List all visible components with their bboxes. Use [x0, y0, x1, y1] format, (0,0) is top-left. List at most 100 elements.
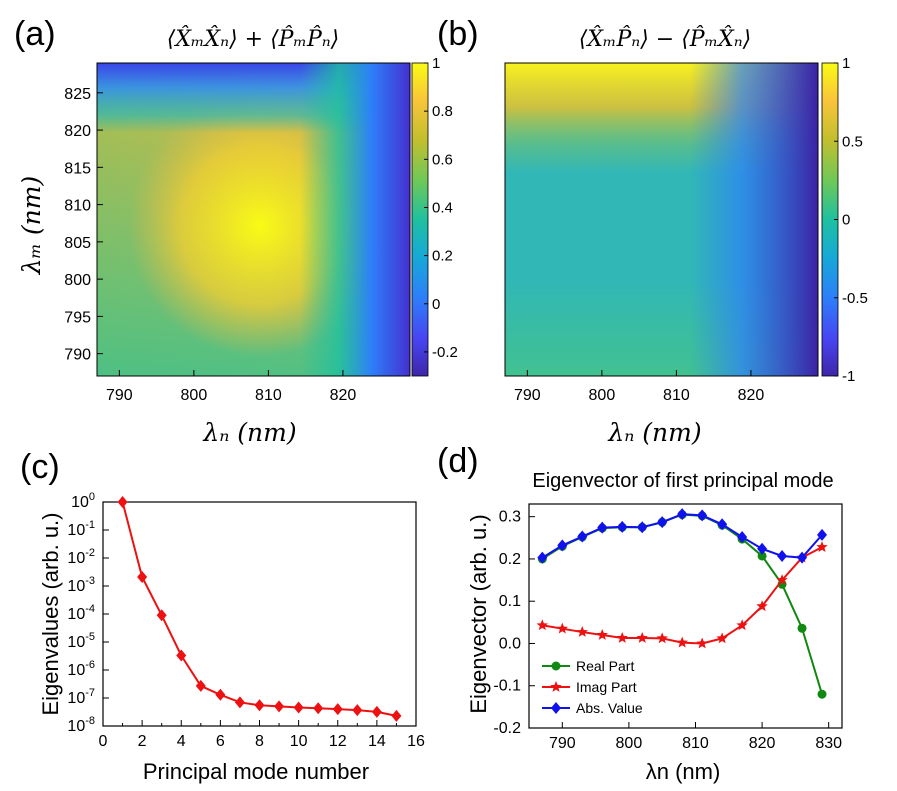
eigenvalue-point: [137, 570, 148, 583]
legend-label-real-part: Real Part: [576, 658, 634, 674]
panel-b: (b) ⟨X̂ₘP̂ₙ⟩ − ⟨P̂ₘX̂ₙ⟩ 790 800 810 820 1 0.…: [437, 15, 868, 447]
x-tick-label: 820: [738, 387, 765, 404]
colorbar-tick-label: -0.5: [842, 290, 868, 307]
x-tick-label: 16: [407, 733, 425, 750]
panel-a-x-ticks: 790 800 810 820: [106, 370, 356, 404]
x-tick-label: 830: [815, 735, 842, 752]
eigenvalue-point: [313, 702, 324, 715]
y-tick-label: 10-1: [67, 519, 95, 539]
x-tick-label: 820: [330, 387, 357, 404]
abs-value-point: [577, 530, 588, 543]
imag-part-point: [676, 636, 688, 648]
x-tick-label: 14: [368, 733, 386, 750]
x-tick-label: 790: [514, 387, 541, 404]
panel-d-axes-frame: [528, 503, 843, 729]
imag-part-line: [542, 546, 823, 645]
eigenvalue-point: [156, 609, 167, 622]
y-tick-label: -0.1: [493, 678, 521, 695]
panel-a-y-label: λₘ (nm): [17, 176, 46, 275]
panel-a-title: ⟨X̂ₘX̂ₙ⟩ + ⟨P̂ₘP̂ₙ⟩: [167, 26, 340, 52]
y-tick-label: 100: [71, 491, 95, 511]
panel-d-title: Eigenvector of first principal mode: [532, 470, 833, 492]
real-part-point: [797, 623, 807, 633]
y-tick-label: 795: [64, 309, 91, 326]
heatmap-b-frame: [504, 62, 819, 377]
colorbar-tick-label: 0: [432, 296, 440, 313]
y-tick-exponent: -7: [85, 687, 95, 699]
imag-part-point: [616, 631, 628, 643]
y-tick-label: 10-7: [67, 687, 95, 707]
panel-c: (c) 0 2 4 6 8 10 12 14 1610010-110-210-310-410-5…: [20, 448, 425, 784]
eigenvalue-point: [176, 649, 187, 662]
heatmap-a-frame: [96, 62, 411, 377]
eigenvalue-point: [391, 709, 402, 722]
x-tick-label: 810: [682, 735, 709, 752]
colorbar-tick-label: 0.2: [432, 248, 453, 265]
legend-label-imag-part: Imag Part: [576, 679, 637, 695]
imag-part-point: [536, 619, 549, 631]
y-tick-base: 10: [67, 662, 85, 679]
x-tick-label: 6: [216, 733, 225, 750]
x-tick-label: 800: [589, 387, 616, 404]
eigenvalue-point: [195, 679, 206, 692]
imag-part-point: [776, 574, 788, 585]
y-tick-exponent: -1: [85, 519, 95, 531]
panel-d-x-label: λn (nm): [646, 759, 721, 784]
x-tick-label: 4: [177, 733, 186, 750]
y-tick-exponent: -4: [85, 603, 95, 615]
y-tick-label: 800: [64, 272, 91, 289]
eigenvalue-point: [293, 701, 304, 714]
colorbar-tick-label: 1: [842, 55, 850, 72]
imag-part-point: [636, 631, 648, 643]
eigenvalue-point: [254, 699, 265, 712]
panel-d-y-label: Eigenvector (arb. u.): [466, 514, 491, 713]
x-tick-label: 790: [549, 735, 576, 752]
colorbar-a-ticks: 1 0.8 0.6 0.4 0.2 0 -0.2: [424, 55, 458, 361]
x-tick-label: 820: [749, 735, 776, 752]
y-tick-label: 10-6: [67, 659, 95, 679]
real-part-point: [757, 551, 767, 561]
y-tick-label: 825: [64, 86, 91, 103]
y-tick-exponent: -2: [85, 547, 95, 559]
legend-marker-abs-value: [551, 702, 561, 714]
colorbar-tick-label: 0.6: [432, 151, 453, 168]
y-tick-base: 10: [67, 634, 85, 651]
eigenvalue-point: [117, 496, 128, 508]
colorbar-tick-label: -0.2: [432, 344, 458, 361]
abs-value-point: [697, 509, 708, 522]
imag-part-point: [596, 629, 608, 640]
y-tick-exponent: -3: [85, 575, 95, 587]
panel-d-series: [536, 508, 828, 699]
y-tick-label: 0.3: [499, 509, 521, 526]
colorbar-tick-label: 0.5: [842, 133, 863, 150]
abs-value-point: [817, 528, 828, 541]
imag-part-point: [556, 622, 568, 634]
panel-d-legend: Real Part Imag Part Abs. Value: [542, 658, 643, 716]
colorbar-tick-label: -1: [842, 368, 855, 385]
legend-marker-real-part: [551, 661, 561, 671]
y-tick-label: 10-3: [67, 575, 95, 595]
abs-value-point: [557, 539, 568, 552]
y-tick-base: 10: [67, 606, 85, 623]
y-tick-base: 10: [67, 550, 85, 567]
x-tick-label: 12: [329, 733, 347, 750]
y-tick-label: 790: [64, 347, 91, 364]
x-tick-label: 8: [255, 733, 264, 750]
x-tick-label: 810: [255, 387, 282, 404]
y-tick-label: 805: [64, 235, 91, 252]
abs-value-point: [677, 508, 688, 521]
panel-a-y-ticks: 825 820 815 810 805 800 795 790: [64, 86, 103, 364]
abs-value-point: [717, 518, 728, 531]
panel-b-x-label: λₙ (nm): [607, 418, 701, 447]
colorbar-tick-label: 0.4: [432, 199, 453, 216]
y-tick-label: 10-4: [67, 603, 95, 623]
imag-part-point: [696, 637, 708, 649]
imag-part-point: [816, 541, 828, 552]
panel-c-axes-frame: [102, 501, 417, 727]
y-tick-label: 0.0: [499, 635, 521, 652]
colorbar-a: [411, 62, 429, 377]
y-tick-label: 810: [64, 198, 91, 215]
y-tick-label: 820: [64, 123, 91, 140]
abs-value-point: [617, 520, 628, 533]
